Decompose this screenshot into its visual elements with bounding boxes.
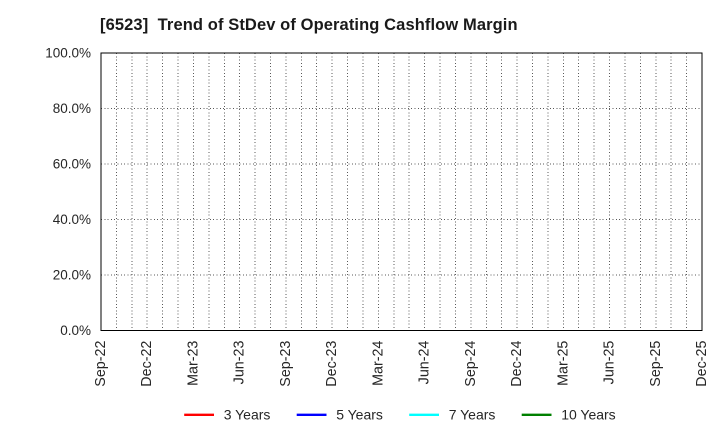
svg-text:Sep-24: Sep-24 [463, 341, 479, 387]
svg-text:[6523] Trend of StDev of Oper: [6523] Trend of StDev of Operating Cashf… [100, 16, 518, 34]
svg-text:10 Years: 10 Years [561, 407, 616, 423]
svg-text:Mar-25: Mar-25 [555, 341, 571, 386]
svg-text:Mar-23: Mar-23 [185, 341, 201, 386]
svg-text:Dec-25: Dec-25 [694, 341, 710, 387]
svg-text:5 Years: 5 Years [336, 407, 383, 423]
svg-text:0.0%: 0.0% [60, 323, 91, 338]
svg-text:3 Years: 3 Years [224, 407, 271, 423]
svg-text:60.0%: 60.0% [53, 157, 91, 172]
svg-text:40.0%: 40.0% [53, 212, 91, 227]
svg-text:Jun-25: Jun-25 [602, 341, 618, 385]
svg-text:Dec-23: Dec-23 [324, 341, 340, 387]
svg-text:Mar-24: Mar-24 [370, 341, 386, 386]
svg-text:80.0%: 80.0% [53, 101, 91, 116]
svg-text:100.0%: 100.0% [45, 46, 91, 61]
svg-text:Sep-22: Sep-22 [93, 341, 109, 387]
svg-text:Sep-25: Sep-25 [648, 341, 664, 387]
svg-text:Dec-22: Dec-22 [139, 341, 155, 387]
svg-text:Dec-24: Dec-24 [509, 341, 525, 387]
svg-text:Jun-23: Jun-23 [232, 341, 248, 385]
svg-text:Sep-23: Sep-23 [278, 341, 294, 387]
svg-text:20.0%: 20.0% [53, 268, 91, 283]
svg-text:7 Years: 7 Years [449, 407, 496, 423]
svg-text:Jun-24: Jun-24 [417, 341, 433, 385]
